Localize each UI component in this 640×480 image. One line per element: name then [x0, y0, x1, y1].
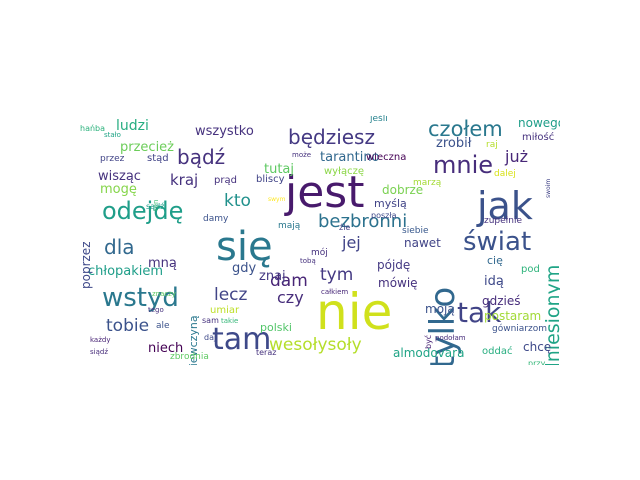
word-kazdy: każdy: [90, 336, 111, 344]
word-nie: nie: [316, 283, 393, 341]
word-siebie: siebie: [402, 226, 429, 236]
word-nawet: nawet: [404, 236, 441, 250]
word-tutaj: tutaj: [264, 162, 295, 177]
word-moja: moją: [425, 302, 455, 316]
word-ida: idą: [484, 274, 504, 289]
word-bedziesz: będziesz: [288, 125, 375, 149]
word-daj: daj: [204, 333, 217, 342]
word-wieczna: wieczna: [366, 152, 407, 163]
word-sam: sam: [202, 316, 219, 325]
word-stalo: stało: [104, 131, 121, 139]
word-sadz: sądź: [146, 202, 165, 211]
word-tam: tam: [212, 322, 272, 357]
word-blisci: bliscy: [256, 174, 285, 185]
word-jesli: jeśli: [370, 115, 388, 124]
word-poprzez: poprzez: [80, 241, 93, 290]
word-zle: źle: [339, 223, 351, 232]
word-bezbronni: bezbronni: [318, 211, 408, 232]
word-wesolysoly: wesołysoły: [269, 335, 362, 355]
word-moze: może: [292, 151, 312, 159]
word-milosc: miłość: [522, 132, 555, 143]
word-swiat: świat: [463, 227, 532, 257]
word-jej: jej: [342, 233, 361, 252]
word-takie: takie: [221, 317, 239, 325]
word-gdy: gdy: [232, 261, 257, 276]
word-mysla: myślą: [374, 197, 407, 210]
word-moj: mój: [311, 248, 328, 258]
word-swym: swym: [268, 196, 286, 203]
word-przeciez: przecież: [120, 140, 174, 155]
word-tarantino: tarantino: [320, 150, 380, 165]
word-pod: pod: [521, 264, 540, 275]
word-jak: jak: [477, 184, 533, 228]
word-cie: cię: [487, 254, 503, 267]
word-damy: damy: [203, 214, 229, 224]
word-raj: raj: [486, 140, 498, 150]
word-badz: bądź: [177, 145, 226, 169]
word-zrobil: zrobił: [436, 136, 472, 151]
word-znaj: znaj: [259, 269, 286, 284]
word-siadz: siądź: [90, 348, 108, 356]
word-dobrze: dobrze: [382, 183, 424, 197]
word-wszystko: wszystko: [195, 124, 254, 139]
word-gdzies: gdzieś: [482, 294, 521, 308]
word-stad: stąd: [147, 153, 169, 164]
word-przy: przy: [528, 359, 546, 366]
word-chce: chcę: [523, 340, 552, 354]
word-znaczy: znaczy: [152, 290, 177, 298]
word-ale: ale: [156, 321, 170, 331]
word-jest: jest: [285, 167, 365, 218]
word-polski: polski: [260, 321, 292, 334]
word-oddac: oddać: [482, 346, 513, 357]
word-kto: kto: [224, 191, 251, 211]
word-gowniarzom: gówniarzom: [492, 324, 547, 334]
word-sie: się: [216, 224, 273, 270]
word-tym: tym: [320, 265, 354, 285]
word-tak: tak: [457, 296, 502, 329]
word-wiszac: wisząc: [98, 169, 141, 184]
word-posza: poszła: [371, 211, 397, 220]
word-juz: już: [505, 147, 528, 166]
word-umiar: umiar: [210, 305, 240, 316]
word-przez: przez: [100, 154, 125, 164]
word-czolem: czołem: [428, 117, 503, 141]
word-dam: dam: [270, 271, 308, 291]
word-odejde: odejdę: [102, 197, 184, 225]
word-postaram: postaram: [484, 309, 542, 323]
word-mna: mną: [148, 256, 177, 271]
word-wylacze: wyłączę: [324, 166, 364, 177]
word-mnie: mnie: [433, 151, 494, 179]
word-zupelnie: zupełnie: [484, 216, 522, 226]
word-tego: tego: [148, 306, 164, 314]
word-niech: niech: [148, 341, 184, 356]
word-calkiem: całkiem: [321, 288, 349, 296]
word-ludzi: ludzi: [116, 118, 149, 134]
word-maja: mają: [278, 221, 301, 231]
word-swoim: swoim: [545, 178, 552, 198]
word-mowie: mówię: [378, 276, 418, 290]
word-byc: być: [424, 334, 433, 349]
word-wstyd: wstyd: [102, 283, 179, 313]
word-prad: prąd: [214, 175, 237, 186]
word-nowego: nowego: [518, 116, 560, 130]
word-kraj: kraj: [170, 171, 199, 189]
word-pojde: pójdę: [377, 258, 411, 272]
word-zbrodnia: zbrodnia: [170, 352, 209, 362]
word-chlopakiem: chłopakiem: [88, 264, 164, 279]
word-lecz: lecz: [214, 285, 248, 305]
word-almodovara: almodovara: [393, 346, 465, 360]
word-marza: marzą: [413, 178, 442, 188]
word-dalej: dalej: [494, 169, 516, 179]
word-czy: czy: [277, 288, 304, 307]
word-tobie: tobie: [106, 316, 150, 336]
word-halba: hańba: [80, 124, 106, 133]
word-moge: mogę: [100, 182, 137, 197]
word-teraz: teraz: [256, 348, 277, 357]
word-cloud: nie się jest jak tylko tam wstyd odejdę …: [80, 115, 560, 365]
word-toba: tobą: [300, 257, 316, 265]
word-podolam: podołam: [435, 334, 466, 342]
word-dla: dla: [104, 235, 135, 259]
